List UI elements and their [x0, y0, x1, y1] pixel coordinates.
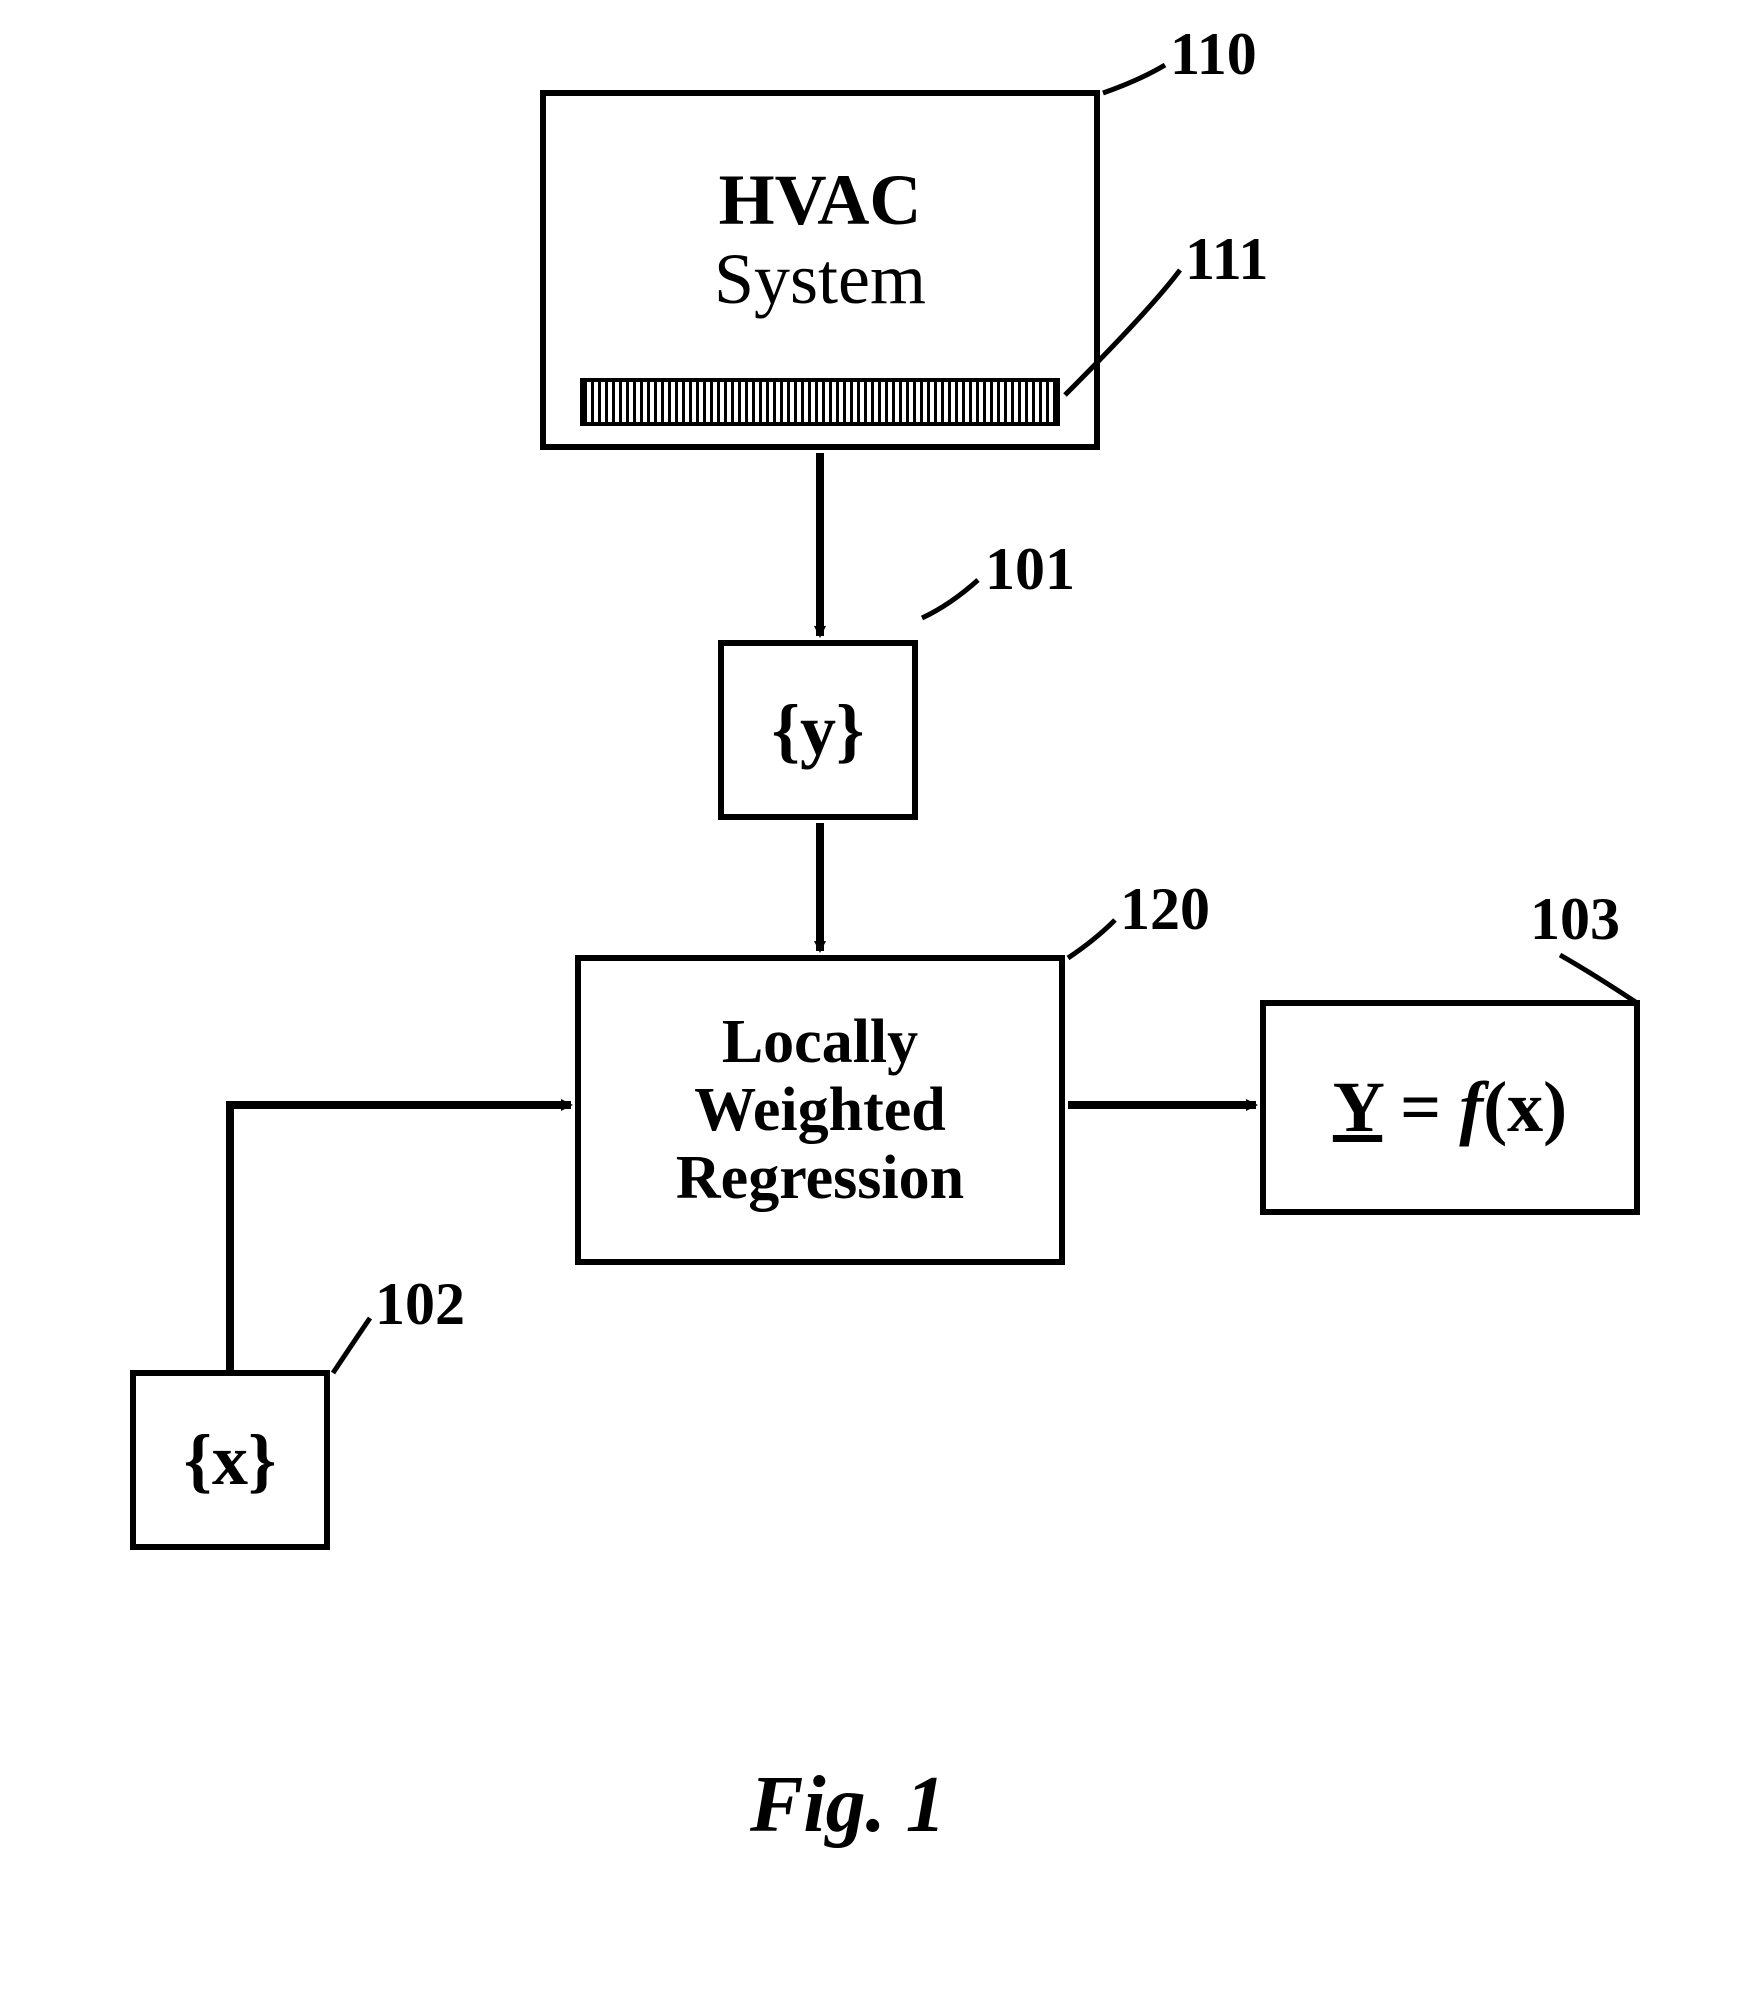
x-query-text: {x} [184, 1419, 277, 1502]
annotation-110: 110 [1170, 20, 1257, 89]
hvac-inner-hatched-bar [580, 378, 1060, 426]
annotation-111: 111 [1185, 225, 1268, 294]
output-x-arg: (x) [1483, 1067, 1567, 1147]
figure-label: Fig. 1 [750, 1760, 946, 1851]
annotation-120: 120 [1120, 875, 1210, 944]
output-box: Y = f(x) [1260, 1000, 1640, 1215]
annotation-103: 103 [1530, 885, 1620, 954]
lwr-box: Locally Weighted Regression [575, 955, 1065, 1265]
lwr-line1: Locally [722, 1008, 918, 1076]
x-query-box: {x} [130, 1370, 330, 1550]
output-equals: = [1382, 1067, 1459, 1147]
output-equation: Y = f(x) [1333, 1066, 1567, 1149]
output-y-symbol: Y [1333, 1067, 1382, 1147]
hvac-title-line1: HVAC [719, 161, 922, 240]
output-f-symbol: f [1459, 1067, 1483, 1147]
y-sample-text: {y} [772, 689, 865, 772]
lwr-line3: Regression [676, 1144, 964, 1212]
y-sample-box: {y} [718, 640, 918, 820]
hvac-title-line2: System [714, 240, 926, 319]
lwr-line2: Weighted [694, 1076, 945, 1144]
annotation-102: 102 [375, 1270, 465, 1339]
annotation-101: 101 [985, 535, 1075, 604]
